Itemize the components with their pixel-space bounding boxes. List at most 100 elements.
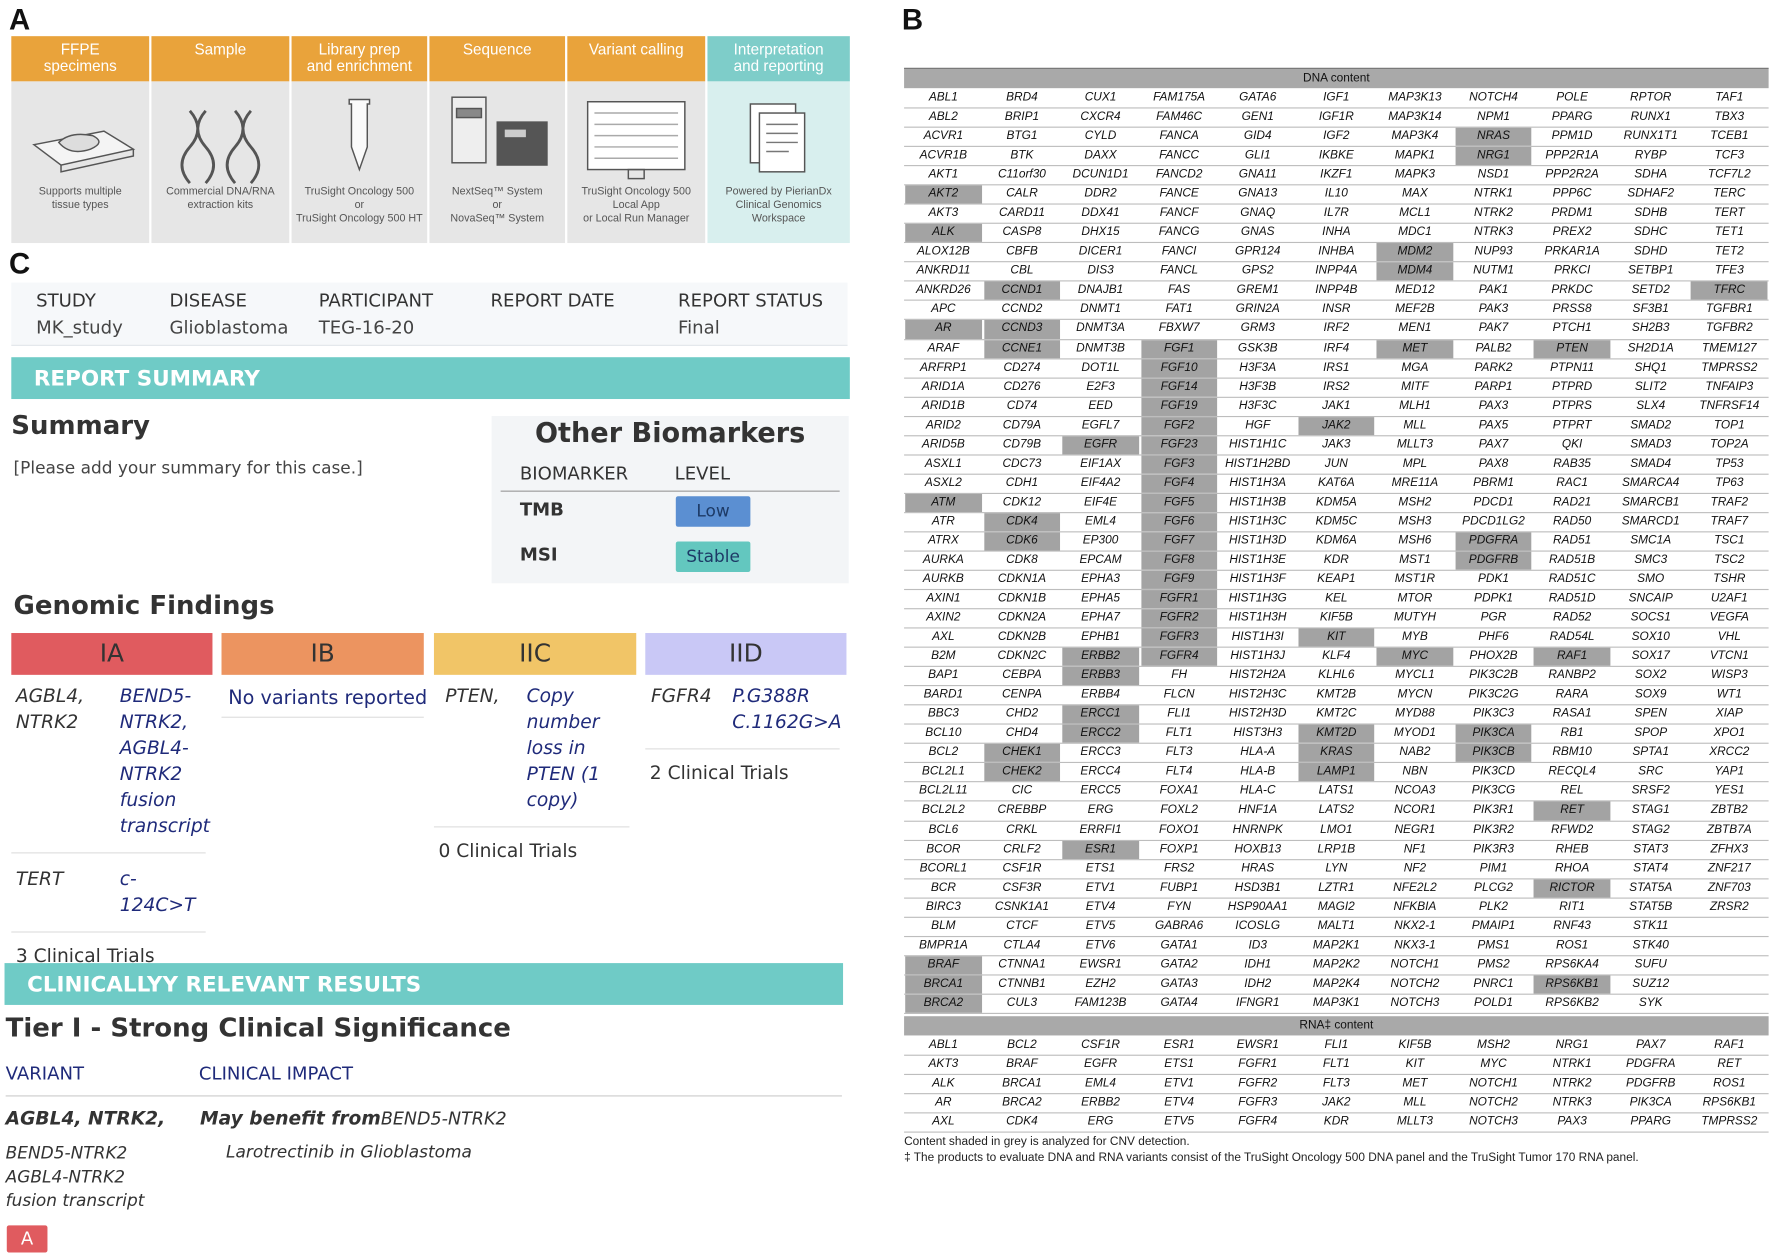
gene-cell: FGFR3: [1238, 1095, 1278, 1109]
gene-cell: SNCAIP: [1628, 591, 1673, 605]
gene-cell: FAM175A: [1153, 90, 1206, 104]
gene-cell: CTNNB1: [998, 976, 1046, 991]
panel-label: C: [9, 246, 31, 281]
gene-cell: ERCC5: [1080, 783, 1121, 798]
gene-cell: KDR: [1323, 1114, 1349, 1129]
gene-cell: HSP90AA1: [1227, 899, 1288, 913]
gene-cell: FLI1: [1324, 1037, 1349, 1052]
gene-cell: KMT2C: [1316, 706, 1357, 721]
gene-cell: CRKL: [1006, 822, 1038, 836]
gene-cell: ZBTB7A: [1706, 822, 1752, 836]
gene-cell: PTPRT: [1552, 417, 1592, 432]
gene-cell: PDCD1LG2: [1462, 514, 1525, 528]
gene-cell: PAX8: [1478, 456, 1509, 470]
gene-cell: PIK3C2B: [1469, 668, 1518, 682]
gene-cell: ERG: [1087, 1114, 1114, 1129]
shaded-cell: [1455, 551, 1532, 570]
panel-label: B: [901, 2, 924, 37]
gene-cell: BRCA1: [923, 976, 964, 991]
shaded-cell: [1140, 551, 1218, 570]
gene-cell: FOXA1: [1159, 783, 1199, 798]
section-title: Tier I - Strong Clinical Significance: [5, 1013, 511, 1044]
gene-cell: CD74: [1006, 398, 1038, 413]
gene-cell: C11orf30: [997, 167, 1046, 182]
gene-cell: NFE2L2: [1393, 880, 1437, 894]
gene-cell: TERT: [1713, 205, 1745, 220]
gene-cell: CD79B: [1002, 437, 1042, 451]
gene-cell: XPO1: [1713, 726, 1746, 740]
gene-cell: MGA: [1401, 360, 1429, 374]
gene-cell: RAD51B: [1549, 552, 1596, 567]
gene-cell: FANCA: [1159, 128, 1199, 143]
row-line: [904, 685, 1769, 687]
gene-cell: HIST1H3F: [1229, 571, 1286, 586]
gene-cell: CXCR4: [1080, 109, 1121, 124]
gene-cell: MAP3K4: [1391, 128, 1439, 143]
gene-cell: ZNF703: [1707, 880, 1751, 894]
row-line: [904, 338, 1769, 340]
gene-cell: PDGFRB: [1625, 1076, 1676, 1090]
row-line: [904, 723, 1769, 725]
gene-cell: FOXP1: [1159, 841, 1199, 856]
gene-cell: TAF1: [1715, 90, 1744, 104]
gene-cell: HSD3B1: [1234, 880, 1281, 894]
shaded-cell: [1533, 879, 1611, 898]
gene-cell: KEAP1: [1317, 571, 1356, 586]
gene-cell: LATS2: [1318, 803, 1355, 817]
gene-cell: PLK2: [1479, 899, 1509, 913]
gene-cell: GNA11: [1238, 167, 1277, 182]
gene-cell: MSH3: [1398, 514, 1432, 528]
gene-cell: ACVR1: [923, 128, 964, 143]
row-line: [904, 858, 1769, 860]
row-line: [904, 434, 1769, 437]
gene-cell: CIC: [1011, 783, 1033, 798]
shaded-cell: [905, 224, 982, 243]
gene-cell: EWSR1: [1236, 1037, 1279, 1052]
gene-cell: ERBB2: [1081, 649, 1120, 663]
gene-cell: CDKN1B: [997, 591, 1047, 605]
gene-cell: BIRC3: [925, 899, 961, 913]
gene-cell: LZTR1: [1318, 880, 1355, 894]
gene-cell: CRLF2: [1003, 841, 1041, 856]
shaded-cell: [1140, 532, 1218, 551]
report-header: [11, 282, 848, 346]
gene-cell: MED12: [1395, 283, 1435, 297]
gene-cell: MAPK1: [1394, 148, 1436, 162]
gene-cell: ZNF217: [1707, 860, 1751, 875]
divider: [433, 826, 630, 828]
tier-header: IA: [11, 633, 213, 675]
shaded-cell: [905, 994, 982, 1013]
gene-cell: FGF14: [1160, 379, 1198, 393]
row-line: [904, 184, 1769, 186]
gene-cell: HIST1H1C: [1229, 437, 1287, 451]
shaded-cell: [1376, 243, 1454, 262]
gene-cell: PPP2R2A: [1545, 167, 1599, 182]
row-line: [904, 511, 1769, 514]
gene-cell: TCF3: [1714, 148, 1745, 162]
gene-cell: DCUN1D1: [1072, 167, 1129, 182]
gene-cell: HGF: [1245, 417, 1271, 432]
shaded-cell: [1376, 647, 1454, 667]
shaded-cell: [1062, 667, 1139, 686]
column-header: BIOMARKER: [519, 462, 629, 484]
shaded-cell: [1140, 493, 1218, 512]
gene-cell: HRAS: [1241, 860, 1275, 875]
gene-cell: NOTCH1: [1469, 1076, 1518, 1090]
gene-cell: TCEB1: [1710, 128, 1749, 143]
shaded-cell: [1140, 358, 1218, 378]
gene-cell: GNAQ: [1240, 205, 1276, 220]
shaded-cell: [1140, 628, 1218, 647]
gene-cell: ERCC3: [1080, 745, 1121, 759]
gene-cell: STAG2: [1631, 822, 1670, 836]
gene-cell: ETV4: [1164, 1095, 1194, 1109]
gene-cell: IKZF1: [1320, 167, 1353, 182]
gene-cell: SYK: [1638, 995, 1663, 1010]
gene-cell: PLCG2: [1474, 880, 1513, 894]
gene-cell: GPR124: [1234, 244, 1281, 259]
gene-cell: PDGFRA: [1625, 1056, 1676, 1071]
section-bar: REPORT SUMMARY: [11, 357, 850, 400]
gene-cell: PIK3CB: [1472, 745, 1515, 759]
gene-cell: MET: [1402, 1076, 1428, 1090]
gene-cell: EWSR1: [1079, 957, 1122, 971]
gene-cell: NKX3-1: [1394, 937, 1436, 952]
